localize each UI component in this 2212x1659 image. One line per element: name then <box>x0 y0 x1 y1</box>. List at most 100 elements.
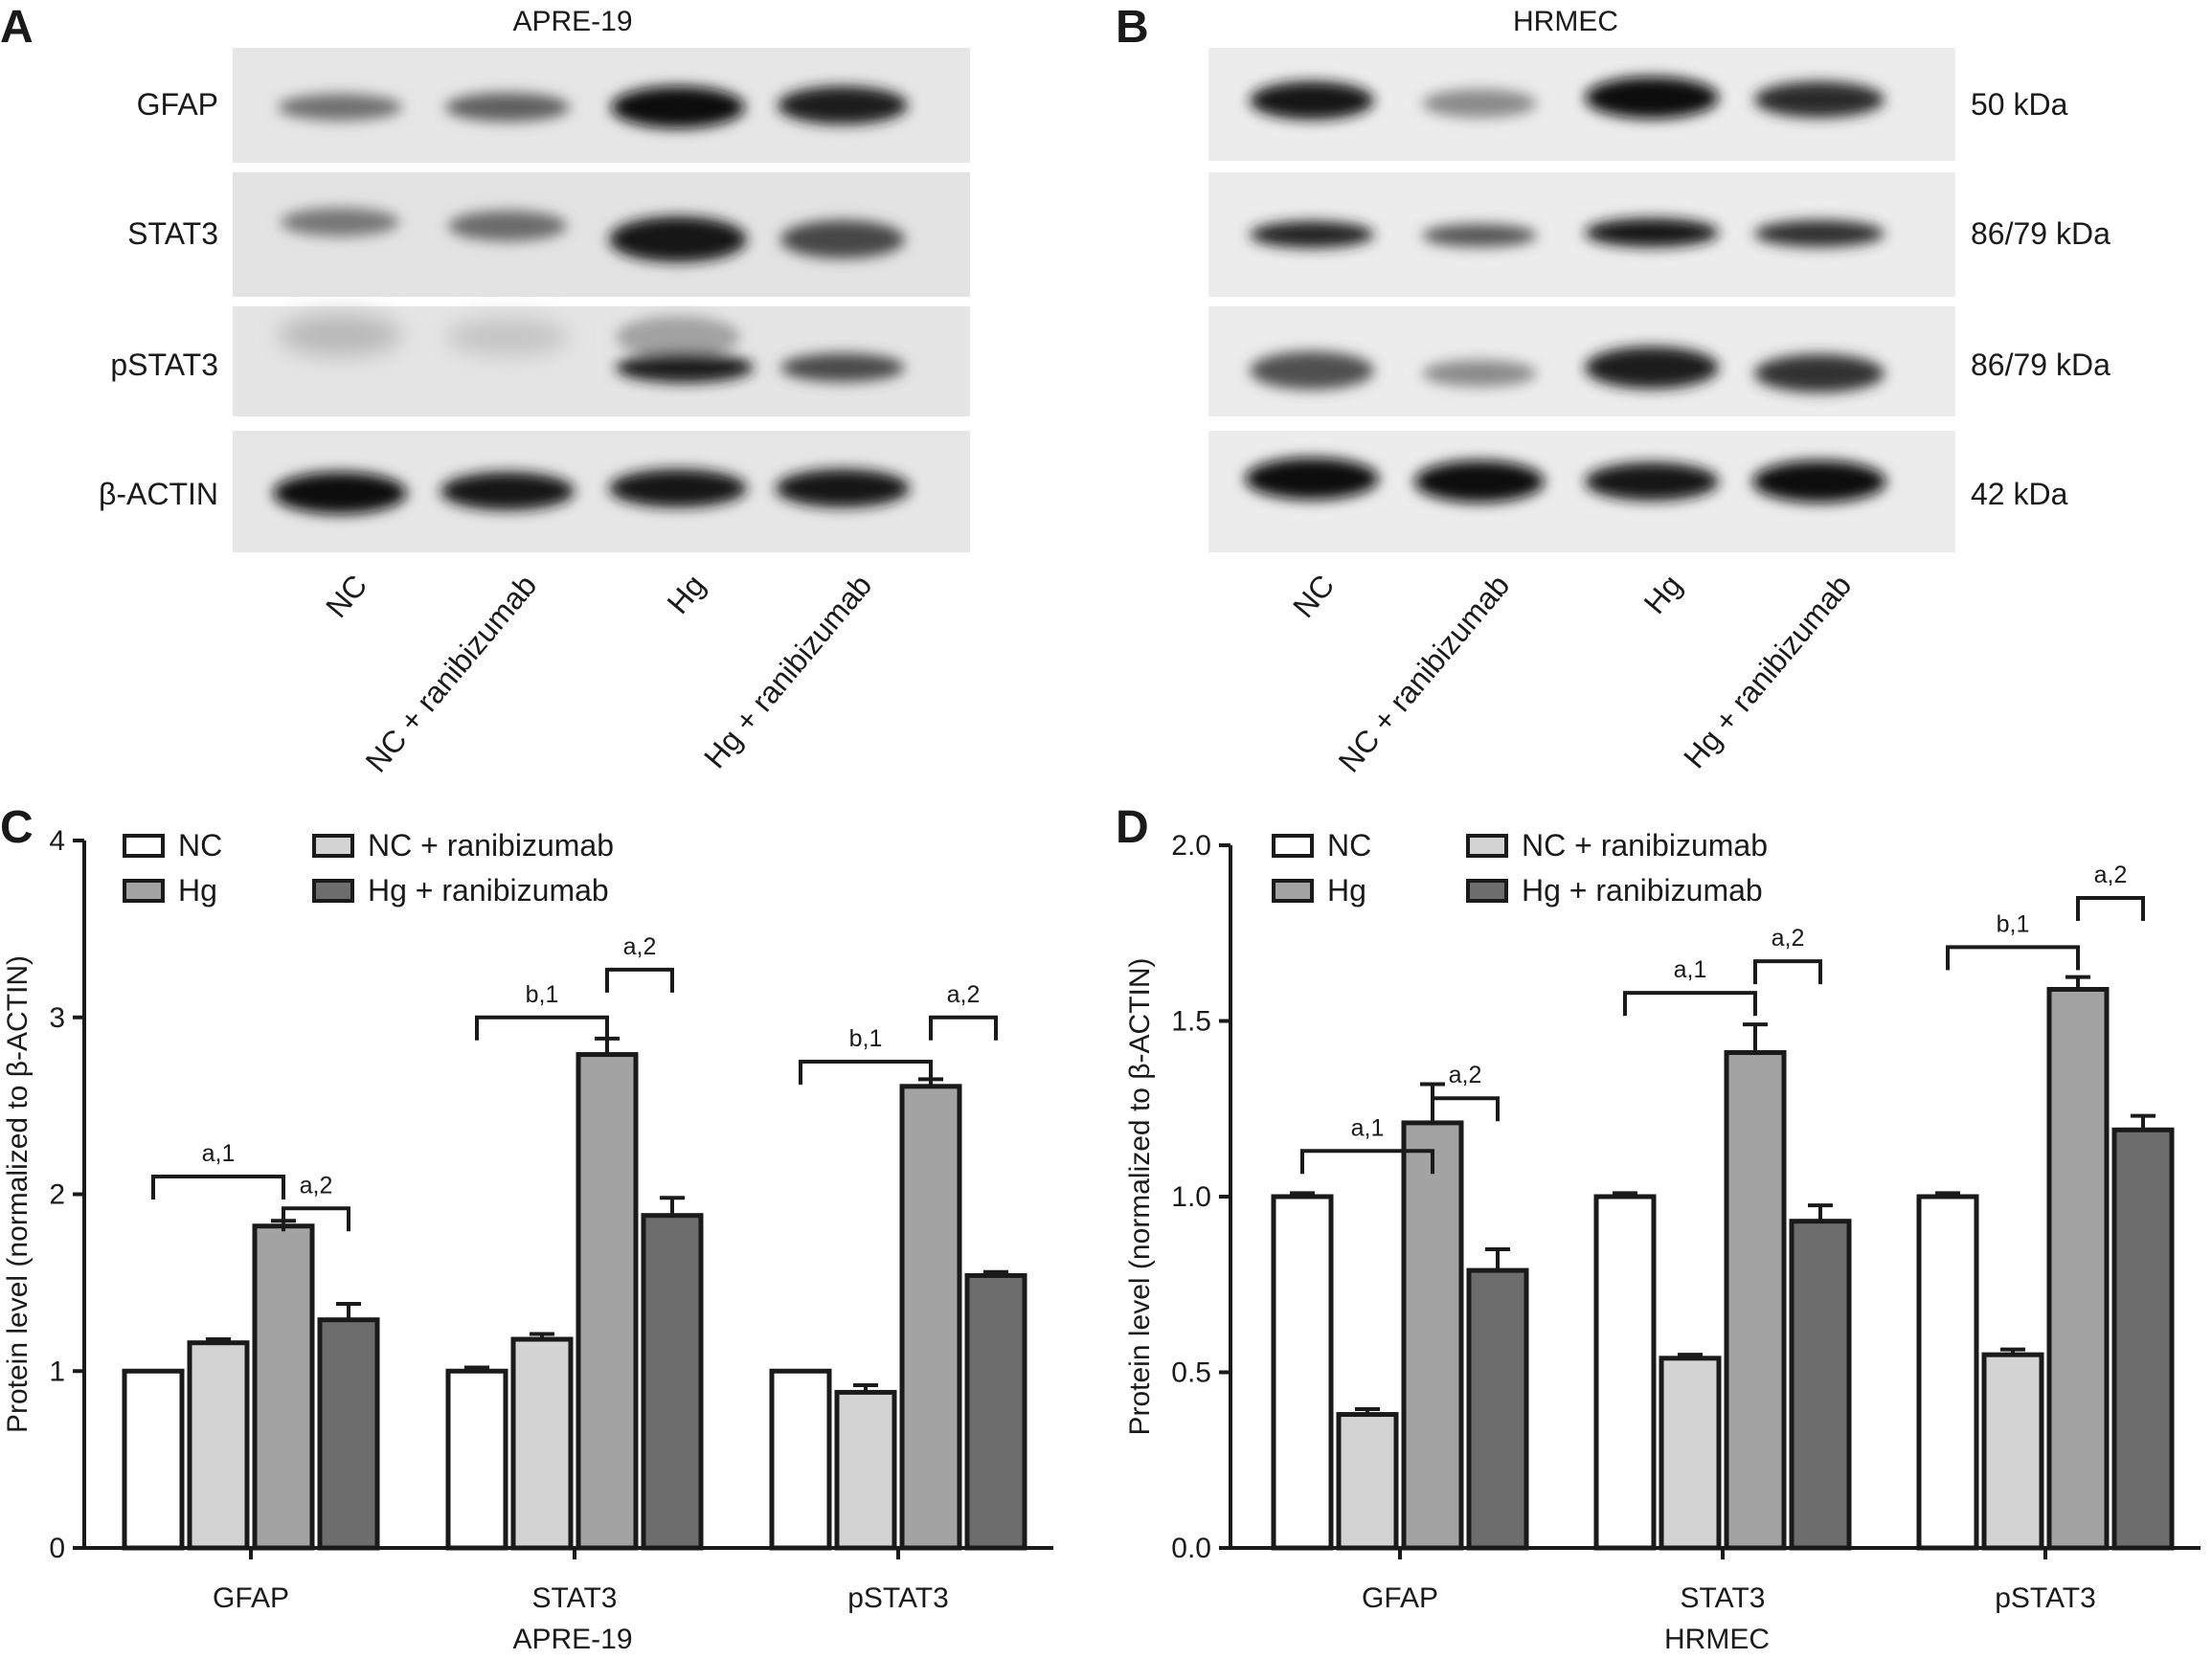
panel-letter-c: C <box>0 802 34 853</box>
legend-swatch <box>123 834 165 858</box>
category-label: STAT3 <box>532 1582 618 1614</box>
legend-label: Hg + ranibizumab <box>1522 873 1763 908</box>
y-tick-label: 0.0 <box>1171 1533 1211 1564</box>
blot-b-kda-label-pstat3: 86/79 kDa <box>1971 347 2110 382</box>
significance-bracket <box>605 967 674 993</box>
blot-b-title: HRMEC <box>1513 6 1618 37</box>
bar <box>1789 1219 1852 1551</box>
y-axis-label: Protein level (normalized to β-ACTIN) <box>1124 957 1156 1435</box>
bar <box>1466 1267 1529 1551</box>
category-label: STAT3 <box>1681 1582 1766 1614</box>
category-label: pSTAT3 <box>1995 1582 2096 1614</box>
blot-a-row-label-stat3: STAT3 <box>127 216 218 251</box>
y-tick-label: 1.5 <box>1171 1006 1211 1038</box>
blot-a-lane-label-hg-ranibizumab: Hg + ranibizumab <box>697 568 878 774</box>
blot-a-strip-actin <box>233 431 970 552</box>
legend-label: NC <box>1327 828 1371 863</box>
y-tick-label: 2.0 <box>1171 830 1211 862</box>
legend-swatch <box>1466 879 1508 903</box>
blot-b-kda-label-gfap: 50 kDa <box>1971 87 2068 122</box>
bar <box>445 1368 508 1551</box>
y-tick-label: 2 <box>49 1179 65 1211</box>
legend-swatch <box>1466 834 1508 858</box>
blot-a-lane-label-nc: NC <box>319 568 373 624</box>
blot-a-row-label-pstat3: pSTAT3 <box>110 347 218 382</box>
bar <box>1659 1356 1722 1551</box>
significance-bracket <box>1431 1096 1500 1122</box>
significance-label: a,2 <box>947 981 981 1008</box>
significance-bracket <box>929 1015 998 1041</box>
bar <box>1593 1194 1657 1551</box>
blot-b-lane-label-hg-ranibizumab: Hg + ranibizumab <box>1677 568 1858 774</box>
significance-label: a,2 <box>300 1172 333 1199</box>
legend-label: Hg <box>1327 873 1366 908</box>
significance-label: a,1 <box>1351 1114 1385 1141</box>
bar <box>122 1368 185 1551</box>
significance-bracket <box>282 1206 350 1232</box>
legend-label: NC + ranibizumab <box>368 828 614 863</box>
x-axis-label: HRMEC <box>1664 1624 1770 1655</box>
bar <box>252 1223 315 1551</box>
y-tick-label: 3 <box>49 1002 65 1034</box>
blot-a-strip-gfap <box>233 48 970 163</box>
blot-a-strip-stat3 <box>233 172 970 297</box>
significance-label: a,2 <box>623 933 657 960</box>
legend-label: Hg + ranibizumab <box>368 873 609 908</box>
panel-letter-a: A <box>0 2 34 53</box>
significance-label: b,1 <box>526 981 559 1008</box>
blot-panel-a: A APRE-19 GFAP STAT3 pSTAT3 β-ACTIN <box>0 2 970 778</box>
bar <box>187 1340 250 1551</box>
bar <box>317 1317 380 1551</box>
x-axis-label: APRE-19 <box>512 1624 632 1655</box>
y-tick-label: 1 <box>49 1356 65 1387</box>
legend-label: NC + ranibizumab <box>1522 828 1768 863</box>
y-tick-label: 0 <box>49 1533 65 1564</box>
blot-b-strip-gfap <box>1208 48 1955 161</box>
bar <box>1916 1194 1979 1551</box>
blot-b-kda-label-actin: 42 kDa <box>1971 477 2068 511</box>
blot-b-strip-pstat3 <box>1208 306 1955 416</box>
legend-swatch <box>1272 834 1314 858</box>
bar-chart-d: 0.0 0.5 1.0 1.5 2.0 Protein level (normalized… <box>1124 828 2201 1655</box>
legend-label: NC <box>178 828 222 863</box>
blot-b-strip-stat3 <box>1208 172 1955 297</box>
legend-swatch <box>312 834 354 858</box>
blot-a-strip-pstat3 <box>233 306 970 416</box>
significance-label: a,2 <box>1449 1062 1482 1088</box>
y-tick-label: 1.0 <box>1171 1181 1211 1213</box>
panel-letter-d: D <box>1116 802 1149 853</box>
bar <box>2046 986 2110 1551</box>
bar <box>1271 1194 1334 1551</box>
blot-b-kda-label-stat3: 86/79 kDa <box>1971 216 2110 251</box>
blot-a-title: APRE-19 <box>512 6 632 37</box>
significance-bracket <box>1946 945 2080 971</box>
bar <box>1724 1050 1787 1551</box>
bar <box>834 1389 897 1551</box>
significance-bracket <box>1753 959 1822 985</box>
y-axis-label: Protein level (normalized to β-ACTIN) <box>2 955 34 1433</box>
blot-panel-b: B HRMEC <box>1116 2 2110 778</box>
category-label: GFAP <box>1362 1582 1438 1614</box>
panel-letter-b: B <box>1116 2 1149 53</box>
legend-swatch <box>312 879 354 903</box>
blot-b-lane-label-hg: Hg <box>1636 568 1688 619</box>
bar <box>641 1213 704 1551</box>
category-label: GFAP <box>213 1582 289 1614</box>
blot-b-lane-label-nc: NC <box>1286 568 1341 624</box>
significance-bracket <box>2076 896 2145 922</box>
significance-label: a,2 <box>1772 925 1805 952</box>
significance-label: b,1 <box>849 1025 883 1052</box>
bar-chart-c: 0 1 2 3 4 Protein level (normalized to β-ACTI… <box>2 825 1053 1655</box>
blot-a-lane-label-hg: Hg <box>660 568 711 619</box>
category-label: pSTAT3 <box>847 1582 949 1614</box>
bar <box>1401 1120 1464 1551</box>
bar <box>899 1084 962 1551</box>
y-tick-label: 4 <box>49 825 65 857</box>
bar <box>2111 1127 2175 1551</box>
significance-bracket <box>475 1015 609 1041</box>
significance-label: b,1 <box>1997 910 2030 937</box>
bar <box>769 1368 832 1551</box>
legend-label: Hg <box>178 873 217 908</box>
blot-b-strip-actin <box>1208 431 1955 552</box>
